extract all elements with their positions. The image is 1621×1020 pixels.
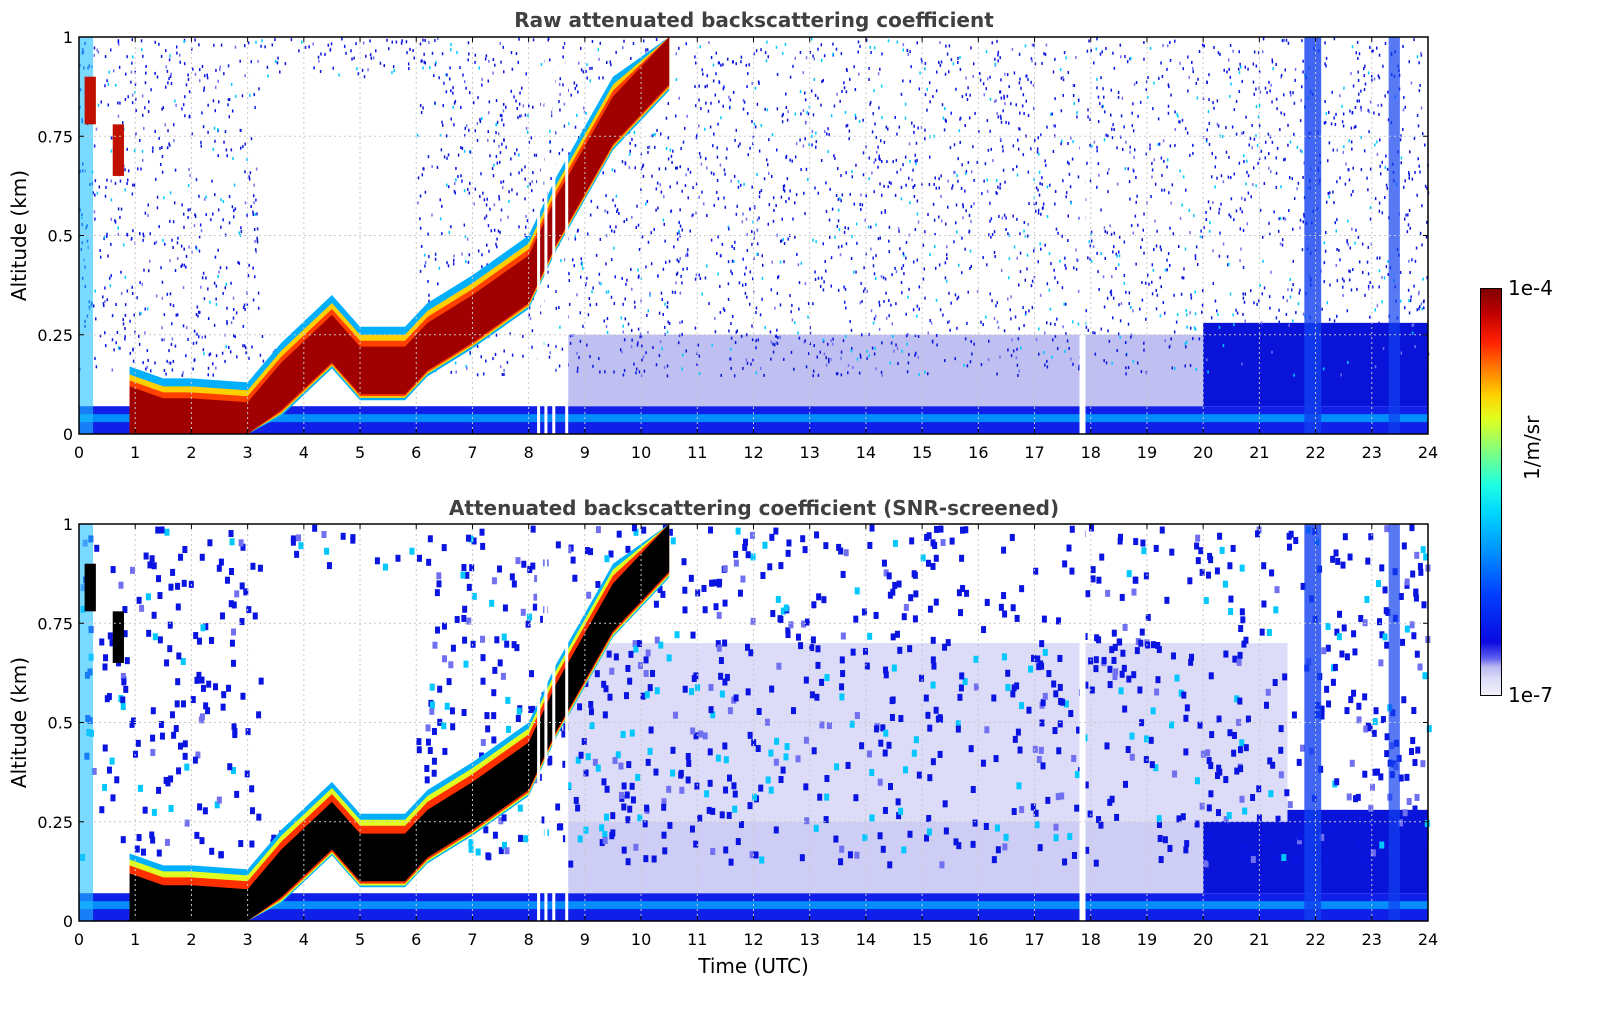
x-tick-label: 14 — [856, 443, 876, 462]
x-tick-label: 5 — [355, 443, 365, 462]
colorbar-min-label: 1e-7 — [1508, 683, 1553, 707]
x-tick-label: 15 — [912, 930, 932, 949]
x-tick-label: 9 — [580, 443, 590, 462]
x-tick-label: 8 — [524, 930, 534, 949]
x-tick-label: 24 — [1418, 930, 1438, 949]
x-tick-label: 13 — [800, 443, 820, 462]
plot-area-0: 0 1 2 3 4 5 6 7 8 9 10 11 12 13 14 15 16 17 18 19 20 21 22 23 24… — [7, 28, 1438, 462]
x-tick-label: 21 — [1249, 443, 1269, 462]
panel1: 0 1 2 3 4 5 6 7 8 9 10 11 12 13 14 15 16 17 18 19 20 21 22 23 24… — [0, 0, 1460, 474]
x-tick-label: 18 — [1081, 443, 1101, 462]
y-tick-label: 0.75 — [37, 127, 73, 146]
x-tick-label: 6 — [411, 443, 421, 462]
panel1-svg: 0 1 2 3 4 5 6 7 8 9 10 11 12 13 14 15 16 17 18 19 20 21 22 23 24… — [7, 28, 1438, 462]
x-tick-label: 4 — [299, 930, 309, 949]
panel2-title: Attenuated backscattering coefficient (S… — [448, 496, 1060, 520]
panel2: 0 1 2 3 4 5 6 7 8 9 10 11 12 13 14 15 16 17 18 19 20 21 22 23 24… — [7, 515, 1438, 978]
x-tick-label: 22 — [1305, 930, 1325, 949]
x-axis-label: Time (UTC) — [697, 954, 809, 978]
y-tick-label: 0.25 — [37, 326, 73, 345]
layer-band-0 — [129, 37, 670, 434]
colorbar-max-label: 1e-4 — [1508, 276, 1553, 300]
y-axis-label: Altitude (km) — [7, 657, 31, 788]
grid-1 — [79, 524, 1428, 921]
y-tick-label: 0.75 — [37, 614, 73, 633]
x-tick-label: 12 — [743, 443, 763, 462]
plot-area-1: 0 1 2 3 4 5 6 7 8 9 10 11 12 13 14 15 16 17 18 19 20 21 22 23 24… — [7, 515, 1438, 978]
x-tick-label: 17 — [1024, 930, 1044, 949]
y-tick-label: 0 — [63, 425, 73, 444]
x-tick-label: 22 — [1305, 443, 1325, 462]
y-axis-label: Altitude (km) — [7, 170, 31, 301]
x-tick-label: 23 — [1362, 443, 1382, 462]
x-tick-label: 1 — [130, 443, 140, 462]
x-tick-label: 6 — [411, 930, 421, 949]
x-tick-label: 0 — [74, 930, 84, 949]
colorbar — [1480, 288, 1502, 696]
x-tick-label: 12 — [743, 930, 763, 949]
y-tick-label: 0.5 — [48, 227, 73, 246]
x-tick-label: 11 — [687, 930, 707, 949]
x-tick-label: 1 — [130, 930, 140, 949]
x-tick-label: 10 — [631, 930, 651, 949]
x-tick-label: 4 — [299, 443, 309, 462]
x-tick-label: 11 — [687, 443, 707, 462]
panel2-svg: 0 1 2 3 4 5 6 7 8 9 10 11 12 13 14 15 16 17 18 19 20 21 22 23 24… — [7, 515, 1438, 978]
y-tick-label: 0.5 — [48, 714, 73, 733]
x-tick-label: 16 — [968, 443, 988, 462]
x-tick-label: 14 — [856, 930, 876, 949]
x-tick-label: 24 — [1418, 443, 1438, 462]
layer-band-1 — [129, 524, 670, 921]
x-tick-label: 19 — [1137, 443, 1157, 462]
panel1-title: Raw attenuated backscattering coefficien… — [514, 8, 994, 32]
x-tick-label: 20 — [1193, 443, 1213, 462]
x-tick-label: 5 — [355, 930, 365, 949]
x-tick-label: 2 — [186, 930, 196, 949]
x-tick-label: 17 — [1024, 443, 1044, 462]
x-tick-label: 7 — [467, 930, 477, 949]
x-tick-label: 20 — [1193, 930, 1213, 949]
x-tick-label: 2 — [186, 443, 196, 462]
x-tick-label: 8 — [524, 443, 534, 462]
grid-0 — [79, 37, 1428, 434]
x-tick-label: 3 — [243, 443, 253, 462]
x-tick-label: 16 — [968, 930, 988, 949]
y-tick-label: 1 — [63, 515, 73, 534]
x-tick-label: 15 — [912, 443, 932, 462]
x-tick-label: 7 — [467, 443, 477, 462]
x-tick-label: 13 — [800, 930, 820, 949]
x-tick-label: 0 — [74, 443, 84, 462]
x-tick-label: 18 — [1081, 930, 1101, 949]
x-tick-label: 21 — [1249, 930, 1269, 949]
x-tick-label: 19 — [1137, 930, 1157, 949]
x-tick-label: 9 — [580, 930, 590, 949]
x-tick-label: 10 — [631, 443, 651, 462]
colorbar-unit-label: 1/m/sr — [1520, 415, 1544, 480]
x-tick-label: 23 — [1362, 930, 1382, 949]
y-tick-label: 0.25 — [37, 813, 73, 832]
x-tick-label: 3 — [243, 930, 253, 949]
y-tick-label: 0 — [63, 912, 73, 931]
y-tick-label: 1 — [63, 28, 73, 47]
